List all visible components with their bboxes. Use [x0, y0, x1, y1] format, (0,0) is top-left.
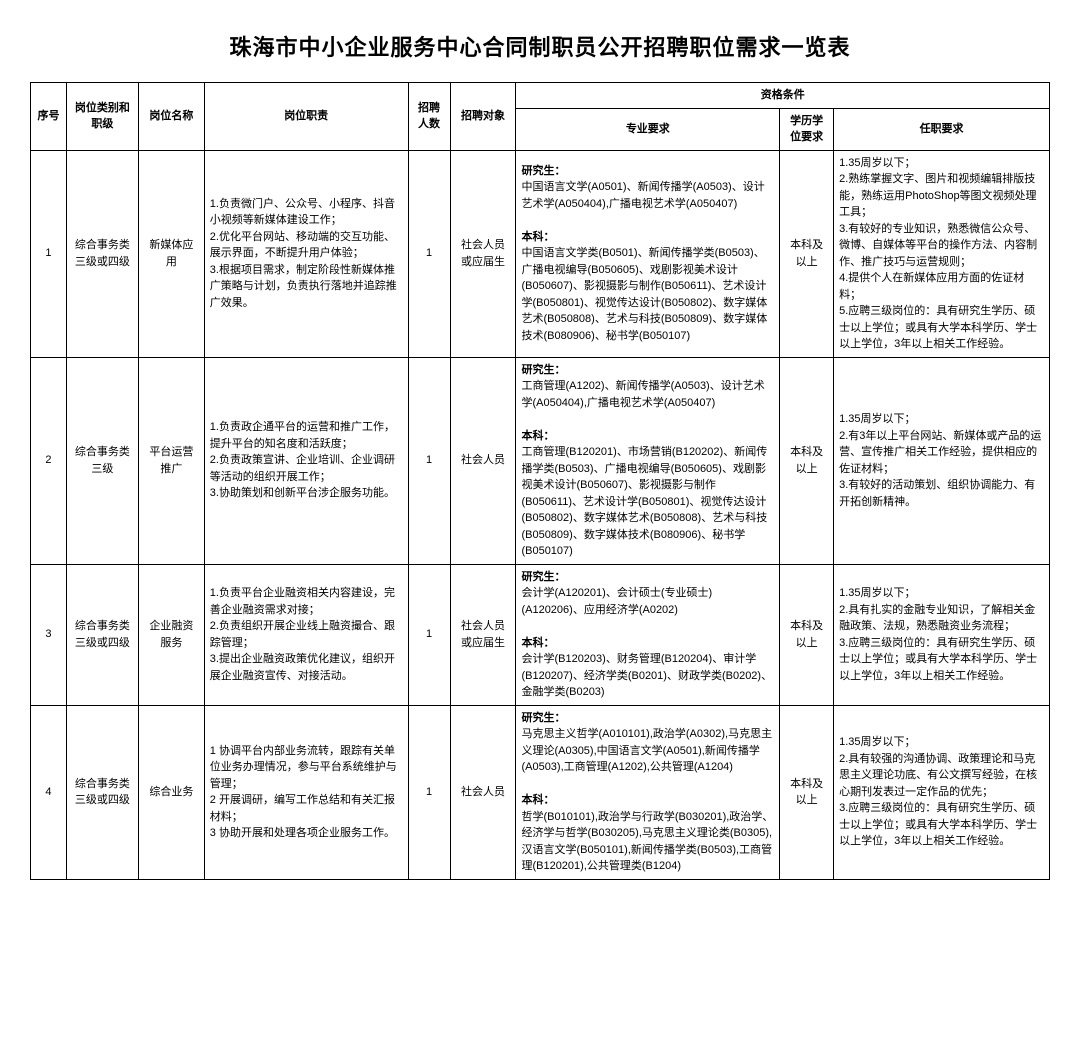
header-row-1: 序号 岗位类别和职级 岗位名称 岗位职责 招聘人数 招聘对象 资格条件	[31, 83, 1050, 109]
cell-req: 1.35周岁以下；2.具有扎实的金融专业知识，了解相关金融政策、法规，熟悉融资业…	[834, 564, 1050, 705]
table-row: 2综合事务类三级平台运营推广1.负责政企通平台的运营和推广工作，提升平台的知名度…	[31, 357, 1050, 564]
cell-num: 1	[408, 357, 450, 564]
cell-seq: 4	[31, 705, 67, 879]
cell-duty: 1 协调平台内部业务流转，跟踪有关单位业务办理情况，参与平台系统维护与管理；2 …	[204, 705, 408, 879]
th-major: 专业要求	[516, 108, 780, 150]
th-name: 岗位名称	[138, 83, 204, 151]
cell-duty: 1.负责平台企业融资相关内容建设，完善企业融资需求对接；2.负责组织开展企业线上…	[204, 564, 408, 705]
cell-major: 研究生：马克思主义哲学(A010101),政治学(A0302),马克思主义理论(…	[516, 705, 780, 879]
cell-edu: 本科及以上	[780, 357, 834, 564]
cell-name: 平台运营推广	[138, 357, 204, 564]
cell-seq: 1	[31, 150, 67, 357]
cell-object: 社会人员	[450, 357, 516, 564]
cell-req: 1.35周岁以下；2.有3年以上平台网站、新媒体或产品的运营、宣传推广相关工作经…	[834, 357, 1050, 564]
th-category: 岗位类别和职级	[66, 83, 138, 151]
cell-edu: 本科及以上	[780, 564, 834, 705]
cell-major: 研究生：会计学(A120201)、会计硕士(专业硕士)(A120206)、应用经…	[516, 564, 780, 705]
cell-num: 1	[408, 150, 450, 357]
th-duty: 岗位职责	[204, 83, 408, 151]
cell-category: 综合事务类三级	[66, 357, 138, 564]
cell-edu: 本科及以上	[780, 705, 834, 879]
th-seq: 序号	[31, 83, 67, 151]
cell-num: 1	[408, 705, 450, 879]
cell-req: 1.35周岁以下；2.具有较强的沟通协调、政策理论和马克思主义理论功底、有公文撰…	[834, 705, 1050, 879]
cell-duty: 1.负责政企通平台的运营和推广工作，提升平台的知名度和活跃度；2.负责政策宣讲、…	[204, 357, 408, 564]
cell-major: 研究生：中国语言文学(A0501)、新闻传播学(A0503)、设计艺术学(A05…	[516, 150, 780, 357]
cell-seq: 2	[31, 357, 67, 564]
cell-duty: 1.负责微门户、公众号、小程序、抖音小视频等新媒体建设工作；2.优化平台网站、移…	[204, 150, 408, 357]
recruitment-table: 序号 岗位类别和职级 岗位名称 岗位职责 招聘人数 招聘对象 资格条件 专业要求…	[30, 82, 1050, 880]
th-edu: 学历学位要求	[780, 108, 834, 150]
th-object: 招聘对象	[450, 83, 516, 151]
cell-object: 社会人员或应届生	[450, 564, 516, 705]
cell-name: 企业融资服务	[138, 564, 204, 705]
cell-category: 综合事务类三级或四级	[66, 705, 138, 879]
th-req: 任职要求	[834, 108, 1050, 150]
cell-category: 综合事务类三级或四级	[66, 564, 138, 705]
cell-name: 新媒体应用	[138, 150, 204, 357]
th-qual: 资格条件	[516, 83, 1050, 109]
cell-edu: 本科及以上	[780, 150, 834, 357]
cell-object: 社会人员或应届生	[450, 150, 516, 357]
page-title: 珠海市中小企业服务中心合同制职员公开招聘职位需求一览表	[30, 30, 1050, 62]
table-row: 1综合事务类三级或四级新媒体应用1.负责微门户、公众号、小程序、抖音小视频等新媒…	[31, 150, 1050, 357]
cell-major: 研究生：工商管理(A1202)、新闻传播学(A0503)、设计艺术学(A0504…	[516, 357, 780, 564]
cell-object: 社会人员	[450, 705, 516, 879]
cell-num: 1	[408, 564, 450, 705]
cell-seq: 3	[31, 564, 67, 705]
table-row: 3综合事务类三级或四级企业融资服务1.负责平台企业融资相关内容建设，完善企业融资…	[31, 564, 1050, 705]
cell-req: 1.35周岁以下；2.熟练掌握文字、图片和视频编辑排版技能，熟练运用PhotoS…	[834, 150, 1050, 357]
cell-name: 综合业务	[138, 705, 204, 879]
cell-category: 综合事务类三级或四级	[66, 150, 138, 357]
table-row: 4综合事务类三级或四级综合业务1 协调平台内部业务流转，跟踪有关单位业务办理情况…	[31, 705, 1050, 879]
th-num: 招聘人数	[408, 83, 450, 151]
